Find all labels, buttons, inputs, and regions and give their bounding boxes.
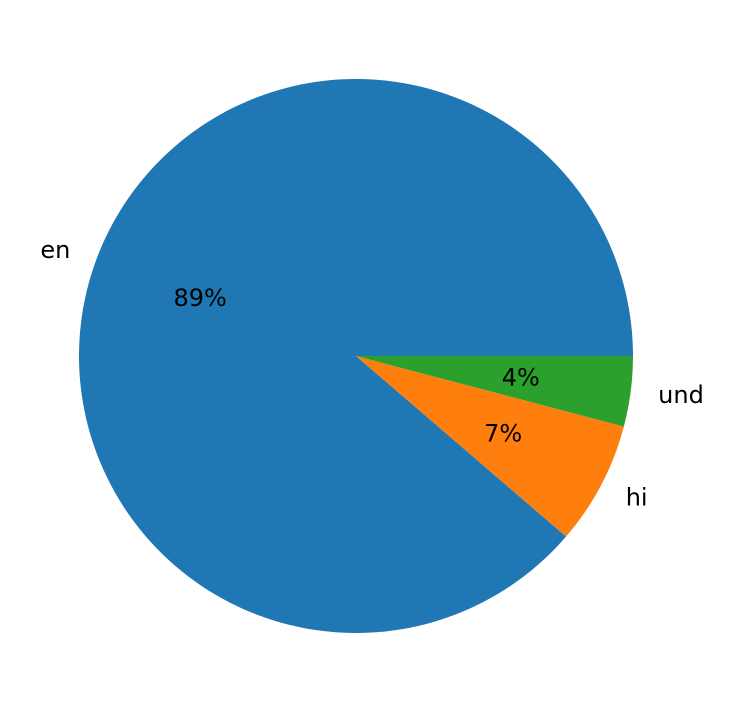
pie-slice-und [356, 356, 633, 427]
slice-percent-und: 4% [502, 363, 540, 391]
slice-label-hi: hi [626, 484, 648, 512]
slice-label-und: und [658, 381, 704, 409]
pie-slice-hi [356, 356, 624, 537]
slice-percent-hi: 7% [484, 419, 522, 447]
slice-label-en: en [40, 236, 70, 264]
slice-percent-en: 89% [173, 284, 226, 312]
